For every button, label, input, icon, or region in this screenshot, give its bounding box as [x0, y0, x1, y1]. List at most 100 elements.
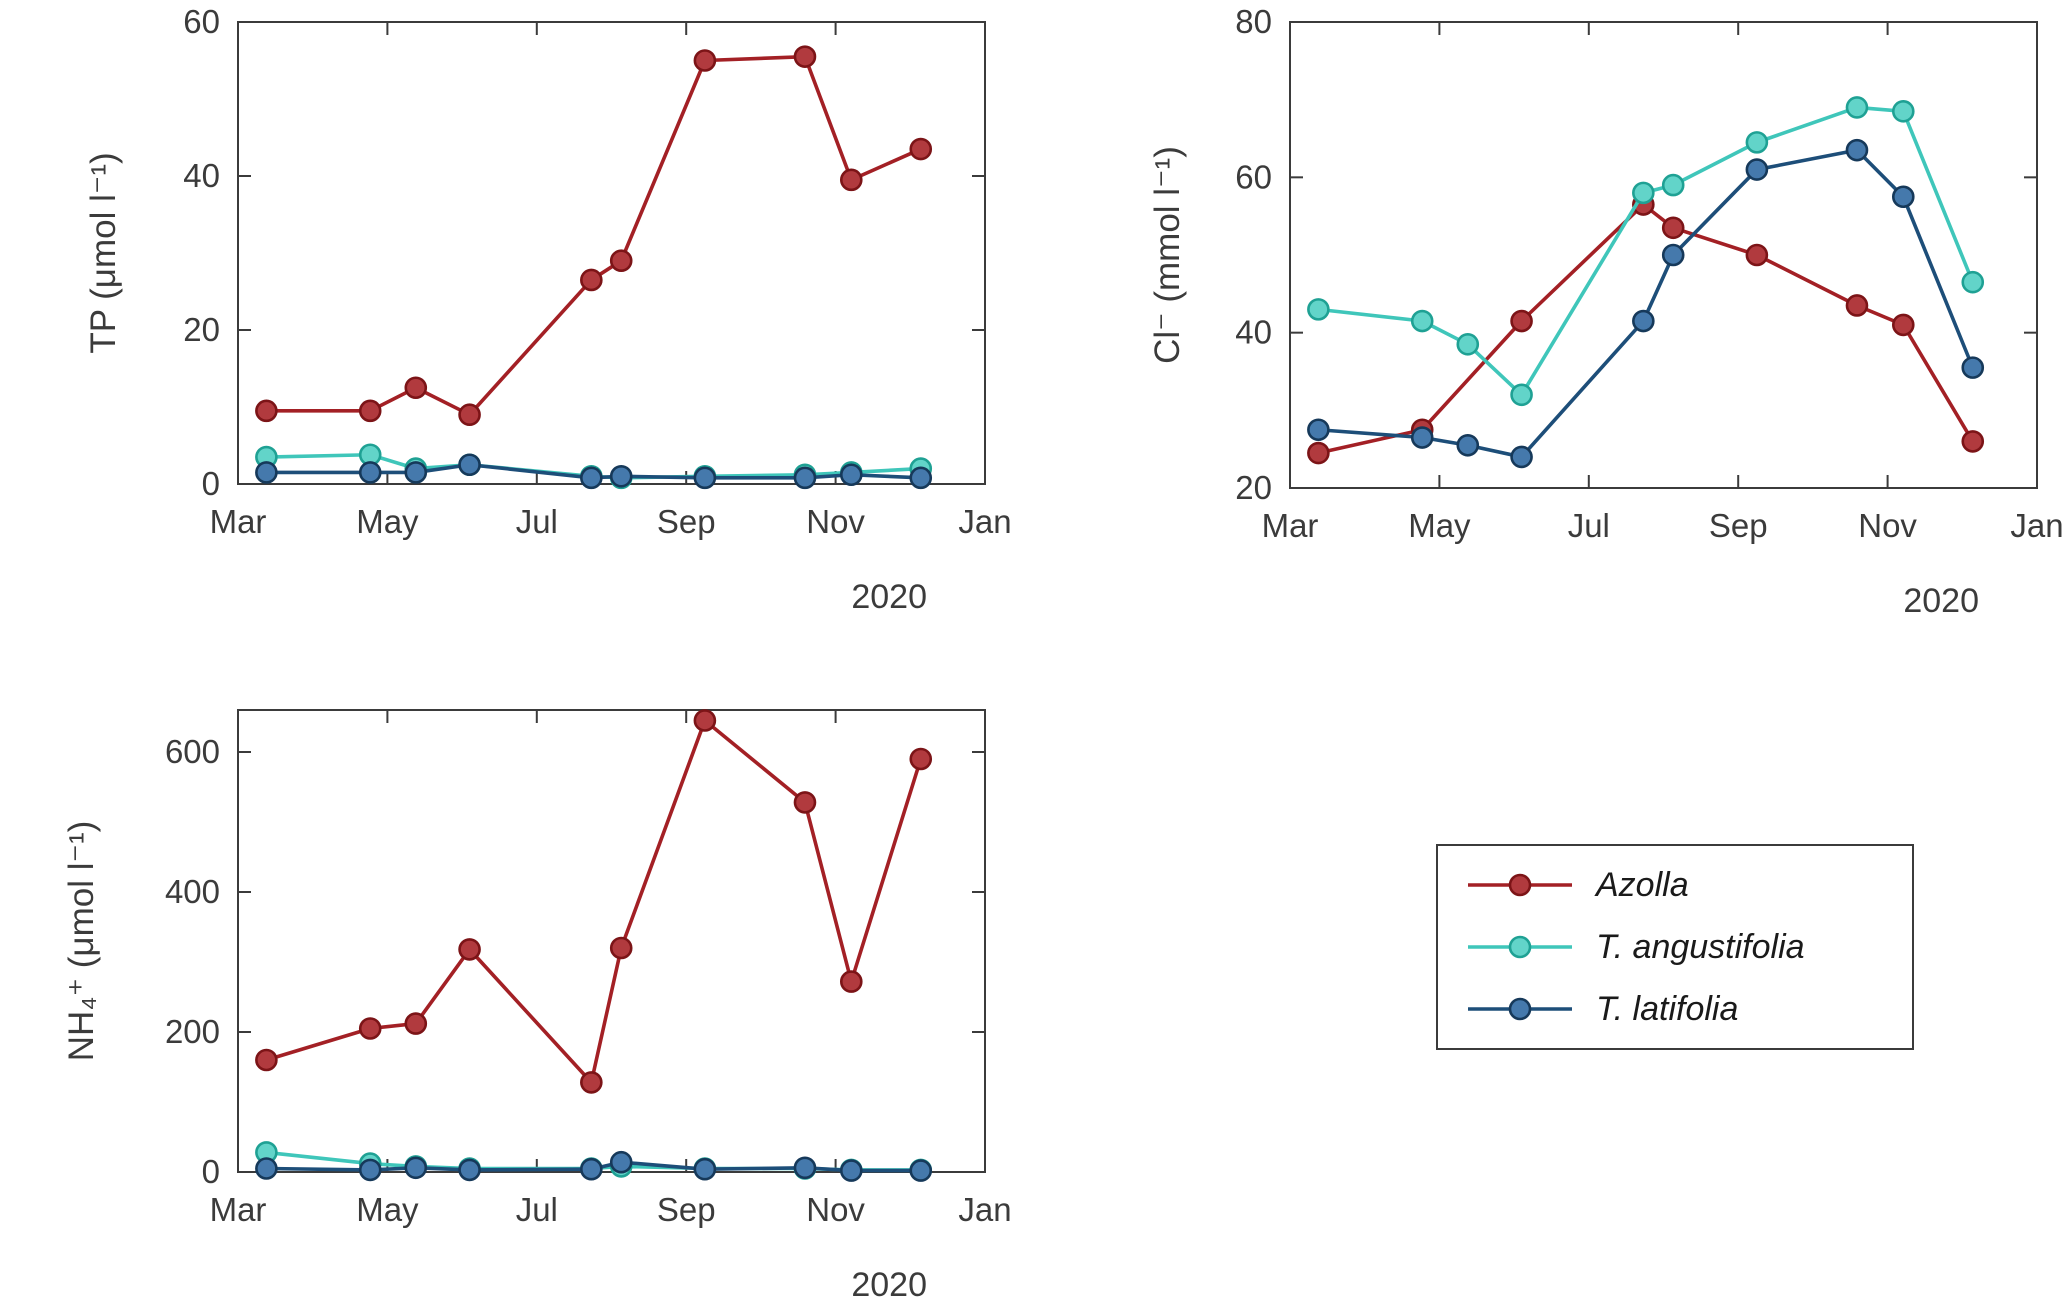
nh4-series-azolla-line — [265, 718, 923, 1085]
tp-series-t-latifolia-marker — [580, 466, 603, 490]
tp-x-tick-label: Jul — [516, 503, 558, 540]
nh4-series-azolla-marker — [255, 1048, 278, 1072]
cl-series-t-angustifolia-marker — [1510, 383, 1533, 407]
cl-series-t-angustifolia-marker — [1891, 100, 1915, 123]
tp-series-azolla-marker — [609, 249, 633, 273]
cl-series-azolla-marker — [1661, 216, 1685, 240]
nh4-axes-box — [237, 709, 986, 1173]
cl-x-tick-label: Nov — [1858, 507, 1917, 544]
nh4-series-t-latifolia-marker — [839, 1159, 863, 1182]
legend-marker-t-latifolia-icon — [1468, 997, 1572, 1021]
cl-series-t-angustifolia-marker — [1961, 270, 1985, 294]
nh4-x-tick-label: Nov — [806, 1191, 865, 1228]
nh4-series-azolla-marker — [839, 970, 863, 993]
tp-series-t-latifolia-marker — [358, 461, 382, 484]
tp-series-t-latifolia-marker — [693, 466, 717, 490]
tp-series-t-latifolia-marker — [404, 461, 428, 484]
nh4-y-tick-label: 600 — [165, 733, 220, 770]
tp-series-t-latifolia-marker — [458, 453, 481, 477]
tp-y-tick-label: 40 — [183, 157, 220, 194]
cl-series-t-latifolia-marker — [1307, 418, 1330, 442]
tp-y-axis-label: TP (μmol l⁻¹) — [84, 152, 123, 354]
tp-series-t-latifolia-marker — [839, 463, 863, 487]
cl-series-t-latifolia-marker — [1661, 243, 1685, 267]
tp-y-tick-label: 60 — [183, 3, 220, 40]
cl-series-t-latifolia-marker — [1410, 426, 1434, 449]
nh4-y-axis-label: NH₄⁺ (μmol l⁻¹) — [62, 820, 101, 1062]
tp-series-t-latifolia-marker — [609, 464, 633, 488]
nh4-series-azolla-marker — [909, 747, 933, 771]
nh4-series-t-latifolia-marker — [255, 1157, 278, 1180]
cl-series-t-latifolia-marker — [1745, 158, 1769, 181]
cl-series-t-latifolia-marker — [1961, 356, 1985, 379]
nh4-series-azolla-marker — [580, 1071, 603, 1094]
nh4-series-azolla-marker — [404, 1012, 428, 1035]
tp-series-t-latifolia-line — [266, 462, 921, 480]
cl-series-t-latifolia-line — [1318, 148, 1975, 459]
nh4-series-azolla-marker — [793, 791, 817, 814]
tp-series-azolla-marker — [580, 268, 603, 292]
cl-y-tick-label: 80 — [1235, 3, 1272, 40]
nh4-x-tick-label: Sep — [657, 1191, 716, 1228]
tp-series-azolla-marker — [358, 399, 382, 423]
cl-x-tick-label: Jan — [2010, 507, 2063, 544]
cl-chart: Mar May Jul Sep Nov Jan 20 40 60 80 2020 — [1034, 0, 2067, 660]
legend-item-azolla: Azolla — [1464, 866, 1912, 905]
tp-year-label: 2020 — [851, 578, 927, 616]
cl-series-t-angustifolia-marker — [1845, 96, 1869, 119]
cl-series-azolla-marker — [1961, 430, 1985, 453]
cl-series-t-angustifolia-line — [1318, 105, 1975, 397]
tp-series-azolla-line — [266, 54, 922, 417]
nh4-series-t-latifolia-marker — [404, 1156, 428, 1180]
cl-series-azolla-marker — [1510, 309, 1533, 333]
tp-series-t-latifolia-marker — [793, 466, 817, 490]
tp-x-tick-label: May — [356, 503, 419, 540]
nh4-y-tick-label: 0 — [202, 1153, 220, 1190]
cl-series-azolla-marker — [1891, 313, 1915, 337]
nh4-y-tick-label: 400 — [165, 873, 220, 910]
tp-series-t-latifolia-marker — [909, 466, 933, 490]
nh4-series-t-latifolia-marker — [693, 1157, 717, 1181]
nh4-x-tick-label: Jul — [516, 1191, 558, 1228]
nh4-chart: Mar May Jul Sep Nov Jan 0 200 400 600 2020 — [0, 660, 1067, 1316]
cl-series-azolla-marker — [1307, 441, 1330, 465]
tp-x-tick-label: Nov — [806, 503, 865, 540]
cl-series-t-latifolia-marker — [1510, 445, 1533, 469]
nh4-plot: Mar May Jul Sep Nov Jan 0 200 400 600 2020 — [165, 709, 1012, 1304]
cl-plot: Mar May Jul Sep Nov Jan 20 40 60 80 2020 — [1235, 3, 2063, 620]
tp-series-azolla-marker — [693, 49, 717, 72]
tp-series-azolla-marker — [909, 137, 933, 161]
tp-x-tick-label: Sep — [657, 503, 716, 540]
cl-y-tick-label: 60 — [1235, 158, 1272, 195]
nh4-series-azolla-marker — [693, 709, 717, 732]
tp-series-azolla-marker — [255, 399, 278, 423]
tp-series-azolla-marker — [793, 45, 817, 68]
nh4-series-t-latifolia-marker — [909, 1159, 933, 1182]
legend-label-t-angustifolia: T. angustifolia — [1596, 927, 1805, 966]
cl-y-tick-label: 40 — [1235, 314, 1272, 351]
nh4-series-t-latifolia-line — [266, 1160, 921, 1173]
tp-x-tick-label: Mar — [210, 503, 267, 540]
cl-x-tick-label: Jul — [1568, 507, 1610, 544]
legend-marker-t-angustifolia-icon — [1468, 935, 1572, 959]
tp-series-azolla-marker — [839, 168, 863, 192]
legend-item-t-angustifolia: T. angustifolia — [1464, 928, 1912, 967]
tp-plot: Mar May Jul Sep Nov Jan 0 20 40 60 2020 — [183, 3, 1011, 616]
nh4-x-tick-label: Jan — [958, 1191, 1011, 1228]
cl-series-t-latifolia-marker — [1632, 309, 1655, 333]
cl-series-azolla-marker — [1745, 243, 1769, 267]
legend-label-t-latifolia: T. latifolia — [1596, 989, 1739, 1028]
legend-label-azolla: Azolla — [1596, 865, 1689, 904]
nh4-series-t-latifolia-marker — [793, 1156, 817, 1180]
legend-circle — [1508, 997, 1532, 1021]
tp-x-tick-label: Jan — [958, 503, 1011, 540]
cl-x-tick-label: Mar — [1262, 507, 1319, 544]
legend-circle — [1508, 935, 1532, 959]
tp-series-azolla-marker — [404, 376, 428, 400]
tp-y-tick-label: 0 — [202, 465, 220, 502]
cl-axes-box — [1289, 21, 2038, 489]
cl-y-axis-label: Cl⁻ (mmol l⁻¹) — [1148, 146, 1187, 364]
cl-x-tick-label: Sep — [1709, 507, 1768, 544]
tp-axes-box — [237, 21, 986, 485]
cl-series-t-angustifolia-marker — [1661, 173, 1685, 197]
